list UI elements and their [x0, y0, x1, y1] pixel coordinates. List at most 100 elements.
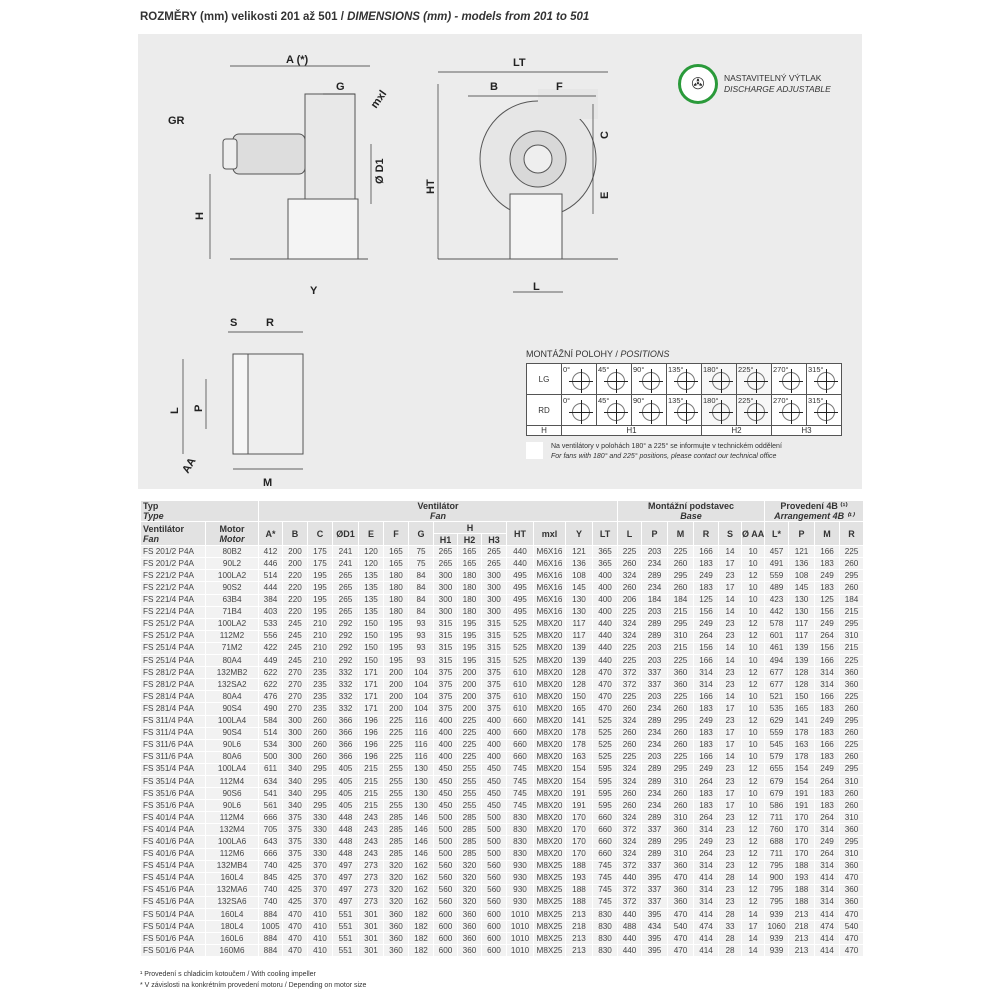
col-header: Ø AA — [741, 520, 766, 547]
table-row: FS 201/2 P4A 80B2 412 200 175 241 120 165 75 265 1… — [140, 545, 865, 559]
dim-label-mxl: mxl — [369, 88, 390, 110]
table-cell: 314 — [693, 895, 720, 910]
table-cell: 200 — [457, 702, 483, 716]
table-cell: 183 — [693, 787, 720, 801]
table-cell: 260 — [307, 738, 334, 752]
table-cell: 175 — [307, 545, 334, 559]
table-cell: 243 — [358, 847, 385, 861]
table-cell: 116 — [408, 750, 435, 764]
position-rd-1: 45° — [596, 394, 632, 426]
table-cell: 178 — [565, 726, 594, 740]
table-cell: 375 — [481, 678, 508, 692]
table-cell: 559 — [764, 569, 790, 583]
table-cell: 301 — [358, 932, 385, 946]
table-cell: FS 251/2 P4A — [140, 617, 206, 631]
table-cell: 265 — [433, 545, 459, 559]
table-cell: 195 — [307, 581, 334, 595]
table-cell: 84 — [408, 569, 435, 583]
table-cell: 225 — [617, 654, 643, 668]
table-cell: 745 — [592, 871, 619, 885]
table-cell: 80B2 — [204, 545, 260, 559]
positions-title-cz: MONTÁŽNÍ POLOHY / — [526, 349, 621, 359]
table-cell: 23 — [718, 847, 743, 861]
table-cell: 324 — [617, 617, 643, 631]
table-cell: 125 — [814, 593, 841, 607]
table-cell: 14 — [718, 545, 743, 559]
table-cell: 450 — [433, 787, 459, 801]
table-cell: 249 — [814, 762, 841, 776]
table-cell: 225 — [839, 738, 865, 752]
position-lg-2: 90° — [631, 363, 667, 395]
position-lg-0: 0° — [561, 363, 597, 395]
table-cell: 310 — [667, 629, 695, 643]
table-cell: 193 — [565, 871, 594, 885]
table-cell: 360 — [839, 823, 865, 837]
col-header: L — [617, 520, 643, 547]
table-row: FS 281/2 P4A 132MB2 622 270 235 332 171 200 104 3… — [140, 666, 865, 680]
table-cell: 930 — [506, 895, 535, 910]
table-cell: 560 — [433, 895, 459, 910]
table-cell: 270 — [282, 666, 309, 680]
table-cell: 330 — [307, 835, 334, 849]
table-cell: 193 — [788, 871, 816, 885]
table-cell: 195 — [383, 641, 410, 656]
table-cell: 210 — [307, 617, 334, 631]
table-row: FS 311/4 P4A 100LA4 584 300 260 366 196 225 116 4… — [140, 714, 865, 728]
table-cell: 141 — [788, 714, 816, 728]
table-cell: 203 — [641, 750, 669, 764]
dimensions-table: Typ Type Ventilátor Fan Montážní podstavec… — [139, 500, 865, 958]
table-cell: 679 — [764, 787, 790, 801]
table-cell: 440 — [617, 932, 643, 946]
table-cell: 84 — [408, 581, 435, 595]
table-cell: 300 — [481, 569, 508, 583]
table-cell: 120 — [358, 545, 385, 559]
table-cell: 310 — [839, 811, 865, 825]
table-cell: 215 — [667, 641, 695, 656]
table-cell: 260 — [667, 787, 695, 801]
table-cell: 23 — [718, 617, 743, 631]
table-cell: 17 — [718, 557, 743, 571]
table-cell: 175 — [307, 557, 334, 571]
table-cell: 497 — [332, 871, 360, 885]
table-cell: 495 — [506, 569, 535, 583]
table-cell: 100LA2 — [204, 617, 260, 631]
table-cell: 163 — [788, 738, 816, 752]
table-cell: 200 — [457, 666, 483, 680]
table-cell: 295 — [667, 617, 695, 631]
table-cell: 200 — [282, 557, 309, 571]
table-cell: 130 — [408, 799, 435, 813]
table-cell: 400 — [433, 726, 459, 740]
table-cell: 10 — [741, 690, 766, 704]
table-cell: M8X25 — [533, 883, 567, 897]
table-cell: 360 — [667, 859, 695, 873]
table-row: FS 251/2 P4A 112M2 556 245 210 292 150 195 93 315… — [140, 629, 865, 643]
table-cell: 210 — [307, 654, 334, 668]
table-cell: 203 — [641, 690, 669, 704]
col-fan: Ventilátor Fan — [140, 520, 206, 547]
table-cell: 324 — [617, 762, 643, 776]
table-cell: 440 — [592, 629, 619, 643]
table-cell: 260 — [307, 726, 334, 740]
table-cell: 180 — [383, 581, 410, 595]
table-cell: 260 — [667, 557, 695, 571]
table-cell: M6X16 — [533, 593, 567, 607]
table-cell: 23 — [718, 569, 743, 583]
table-cell: M8X20 — [533, 762, 567, 776]
table-cell: 117 — [788, 629, 816, 643]
table-cell: 360 — [457, 944, 483, 958]
table-cell: 12 — [741, 835, 766, 849]
table-cell: 448 — [332, 835, 360, 849]
table-cell: 183 — [814, 726, 841, 740]
position-lg-4: 180° — [701, 363, 737, 395]
title-cz: ROZMĚRY (mm) velikosti 201 až 501 / — [140, 11, 348, 23]
table-cell: 500 — [433, 847, 459, 861]
table-cell: 440 — [506, 557, 535, 571]
table-cell: 93 — [408, 617, 435, 631]
table-cell: 225 — [617, 690, 643, 704]
table-cell: 551 — [332, 920, 360, 934]
position-angle: 225° — [738, 396, 754, 405]
table-cell: 395 — [641, 944, 669, 958]
table-cell: 405 — [332, 774, 360, 789]
table-cell: 225 — [839, 654, 865, 668]
table-cell: 249 — [814, 835, 841, 849]
